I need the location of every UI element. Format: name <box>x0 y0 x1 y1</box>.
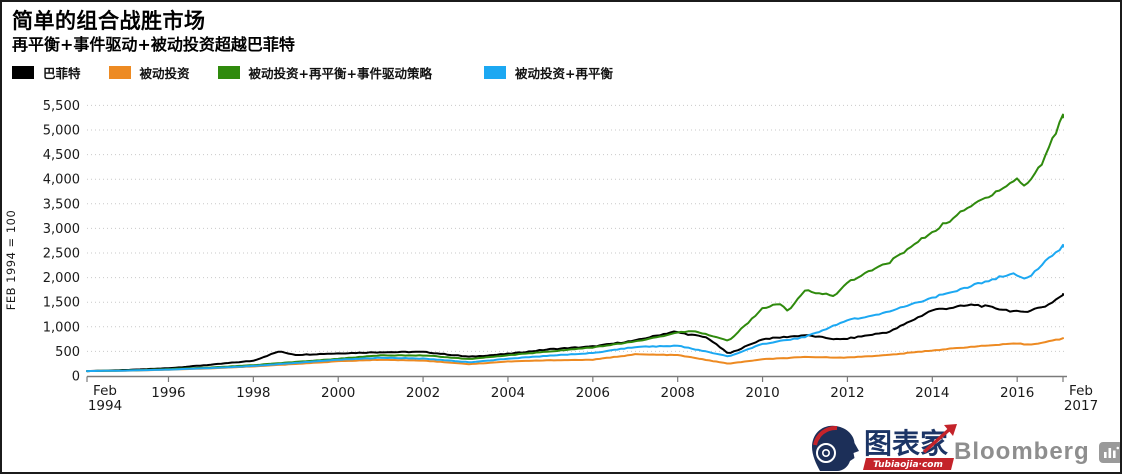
x-tick-label: 1998 <box>236 385 270 401</box>
x-tick-label: 2012 <box>830 385 864 401</box>
legend-swatch-1 <box>108 66 131 79</box>
tubiaojia-logo: 图表家 Tubiaojia·com <box>812 424 957 471</box>
x-tick-label: 2008 <box>661 385 695 401</box>
tubiaojia-domain-text: Tubiaojia·com <box>873 460 943 470</box>
y-tick-label: 3,000 <box>43 222 80 237</box>
legend-swatch-2 <box>217 66 240 79</box>
bloomberg-text: Bloomberg <box>954 438 1090 465</box>
legend-label-1: 被动投资 <box>139 66 190 81</box>
y-tick-label: 5,500 <box>43 99 80 114</box>
y-tick-label: 500 <box>55 345 80 360</box>
y-tick-label: 3,500 <box>43 197 80 212</box>
legend-label-3: 被动投资+再平衡 <box>514 66 613 81</box>
x-tick-label: 2004 <box>491 385 525 401</box>
chart-subtitle: 再平衡+事件驱动+被动投资超越巴菲特 <box>12 35 295 54</box>
x-tick-label: 2014 <box>915 385 949 401</box>
x-tick-label: Feb <box>1069 383 1093 399</box>
x-tick-label: 1994 <box>88 398 122 414</box>
y-tick-label: 0 <box>72 370 80 385</box>
x-tick-label: 2002 <box>406 385 440 401</box>
y-tick-label: 2,500 <box>43 247 80 262</box>
series-line-0 <box>86 293 1064 373</box>
y-tick-label: 4,500 <box>43 148 80 163</box>
x-tick-label: 1996 <box>151 385 185 401</box>
x-tick-label: 2017 <box>1064 398 1098 414</box>
legend-item-2: 被动投资+再平衡+事件驱动策略 <box>217 63 432 82</box>
bloomberg-chart-icon <box>1098 441 1120 463</box>
tubiaojia-arrow-icon <box>922 424 957 454</box>
y-tick-label: 5,000 <box>43 124 80 139</box>
series-line-3 <box>86 243 1064 373</box>
legend-item-3: 被动投资+再平衡 <box>483 63 613 82</box>
series-line-2 <box>86 113 1064 373</box>
y-tick-label: 1,500 <box>43 296 80 311</box>
x-tick-label: Feb <box>93 383 117 399</box>
legend-label-2: 被动投资+再平衡+事件驱动策略 <box>248 66 432 81</box>
legend-swatch-0 <box>12 66 34 79</box>
tubiaojia-head-icon <box>812 425 859 471</box>
legend-swatch-3 <box>483 66 506 79</box>
y-axis-title: FEB 1994 = 100 <box>4 210 18 311</box>
y-tick-label: 1,000 <box>43 320 80 335</box>
legend: 巴菲特 被动投资 被动投资+再平衡+事件驱动策略 被动投资+再平衡 <box>12 63 641 82</box>
legend-label-0: 巴菲特 <box>43 66 81 81</box>
legend-item-1: 被动投资 <box>108 63 190 82</box>
x-tick-label: 2016 <box>1000 385 1034 401</box>
legend-item-0: 巴菲特 <box>12 63 81 82</box>
x-tick-label: 2010 <box>745 385 779 401</box>
bloomberg-logo: Bloomberg <box>954 438 1120 466</box>
y-tick-label: 2,000 <box>43 271 80 286</box>
chart-title: 简单的组合战胜市场 <box>12 9 206 33</box>
tubiaojia-banner: Tubiaojia·com <box>863 458 954 470</box>
x-tick-label: 2006 <box>576 385 610 401</box>
x-tick-label: 2000 <box>321 385 355 401</box>
y-tick-label: 4,000 <box>43 173 80 188</box>
